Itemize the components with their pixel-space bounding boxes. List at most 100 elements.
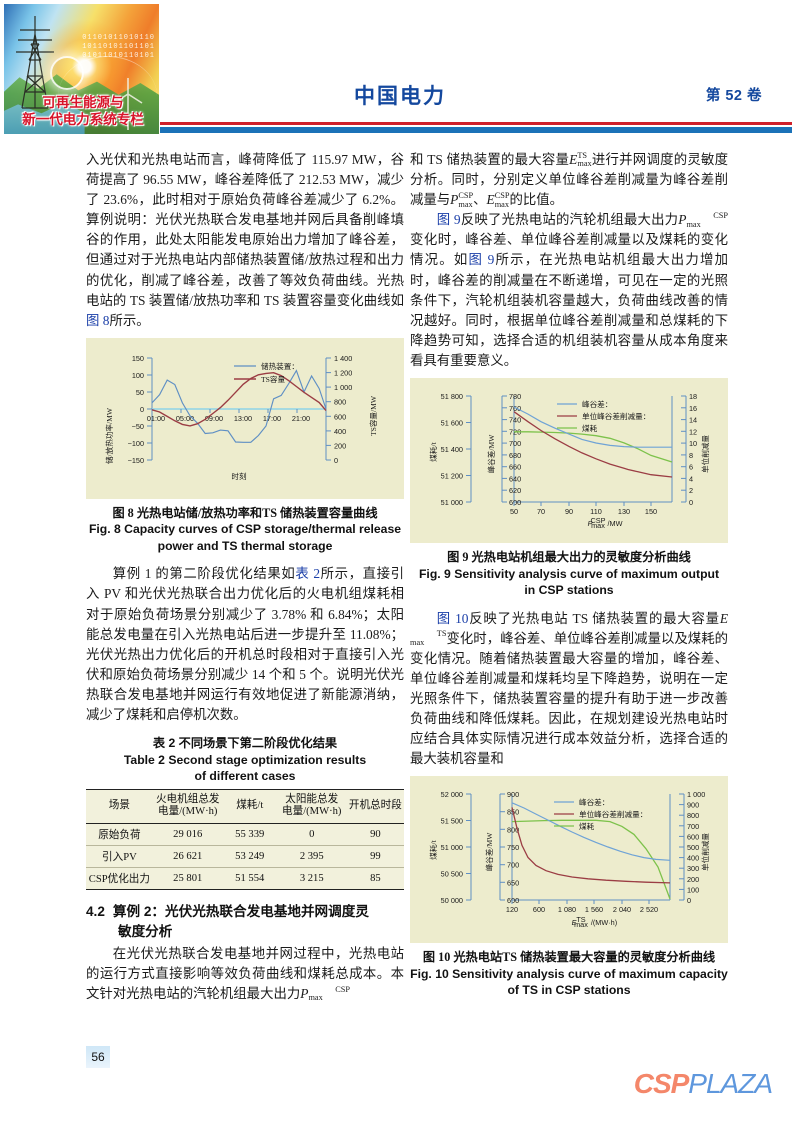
svg-text:100: 100 bbox=[132, 371, 144, 380]
svg-text:51 800: 51 800 bbox=[441, 392, 463, 401]
svg-text:/MW: /MW bbox=[608, 519, 623, 528]
svg-text:90: 90 bbox=[565, 507, 573, 516]
table-2-caption-en-l2: of different cases bbox=[194, 769, 296, 784]
svg-text:TS: TS bbox=[576, 915, 585, 924]
svg-text:TS容量: TS容量 bbox=[261, 374, 285, 384]
figure-9-reference-2[interactable]: 图 9 bbox=[468, 252, 495, 268]
svg-text:05:00: 05:00 bbox=[176, 414, 194, 423]
svg-text:200: 200 bbox=[334, 441, 346, 450]
svg-text:煤耗/t: 煤耗/t bbox=[428, 840, 438, 860]
section-number: 4.2 bbox=[86, 903, 105, 919]
svg-text:−50: −50 bbox=[132, 422, 144, 431]
svg-text:600: 600 bbox=[507, 896, 519, 905]
svg-text:800: 800 bbox=[334, 398, 346, 407]
table-row: 引入PV 26 621 53 249 2 395 99 bbox=[86, 845, 404, 868]
th-startup-periods: 开机总时段 bbox=[346, 788, 404, 824]
cell-scenario: CSP优化出力 bbox=[86, 867, 153, 890]
svg-text:单位削减量: 单位削减量 bbox=[700, 833, 710, 871]
th-thermal-generation: 火电机组总发 电量/(MW·h) bbox=[152, 788, 223, 824]
para-r1-b: 进行并网调度的灵敏度分析。同时，分别定义单位峰谷差削减量为峰谷差削减量与 bbox=[410, 152, 729, 208]
svg-text:1 000: 1 000 bbox=[687, 790, 705, 799]
banner-column-title: 可再生能源与 新一代电力系统专栏 bbox=[10, 94, 156, 128]
para1-text-b: 所示。 bbox=[109, 312, 150, 328]
para1-text-a: 入光伏和光热电站而言，峰荷降低了 115.97 MW，谷荷提高了 96.55 M… bbox=[86, 152, 404, 308]
svg-text:50: 50 bbox=[136, 388, 144, 397]
para-r1-c: 、 bbox=[473, 192, 487, 208]
figure-10-caption-en-l1: Fig. 10 Sensitivity analysis curve of ma… bbox=[410, 966, 728, 981]
svg-text:6: 6 bbox=[689, 463, 693, 472]
banner-binary-digits: 01101011010110 10110101101101 010110101101… bbox=[82, 34, 155, 60]
figure-9-caption-en-l1: Fig. 9 Sensitivity analysis curve of max… bbox=[418, 566, 720, 581]
svg-text:储热装置：: 储热装置： bbox=[261, 361, 299, 371]
cell-thermal: 29 016 bbox=[152, 823, 223, 846]
svg-text:煤耗: 煤耗 bbox=[579, 821, 595, 831]
svg-text:51 500: 51 500 bbox=[441, 817, 463, 826]
table-2-caption-en-l1: Table 2 Second stage optimization result… bbox=[123, 752, 367, 767]
table-2-caption-cn: 表 2 不同场景下第二阶段优化结果 bbox=[152, 736, 338, 751]
para-r1-d: 的比值。 bbox=[509, 192, 564, 208]
section-heading-4-2: 4.2 算例 2：光伏光热联合发电基地并网调度灵 敏度分析 bbox=[86, 902, 404, 942]
svg-text:120: 120 bbox=[506, 905, 518, 914]
svg-text:1 560: 1 560 bbox=[585, 905, 603, 914]
figure-8-reference[interactable]: 图 8 bbox=[86, 312, 110, 328]
table-2-reference[interactable]: 表 2 bbox=[295, 566, 321, 582]
para3-text: 在光伏光热联合发电基地并网过程中，光热电站的运行方式直接影响等效负荷曲线和煤耗总… bbox=[86, 945, 404, 1001]
paragraph-1: 入光伏和光热电站而言，峰荷降低了 115.97 MW，谷荷提高了 96.55 M… bbox=[86, 150, 404, 331]
figure-9-reference-1[interactable]: 图 9 bbox=[436, 212, 461, 228]
svg-text:P: P bbox=[588, 519, 593, 528]
svg-text:130: 130 bbox=[618, 507, 630, 516]
para-r2-c: 所示，在光热电站机组最大出力增加时，峰谷差的削减量在不断递增，可见在一定的光照条… bbox=[410, 252, 729, 368]
paragraph-2: 算例 1 的第二阶段优化结果如表 2所示，直接引入 PV 和光伏光热联合出力优化… bbox=[86, 564, 404, 725]
wind-turbine-icon bbox=[113, 78, 143, 130]
cspplaza-logo: CSPPLAZA bbox=[634, 1068, 773, 1100]
svg-text:800: 800 bbox=[507, 826, 519, 835]
banner-title-line2: 新一代电力系统专栏 bbox=[22, 112, 144, 127]
svg-text:700: 700 bbox=[507, 861, 519, 870]
table-2-caption: 表 2 不同场景下第二阶段优化结果 Table 2 Second stage o… bbox=[86, 735, 404, 785]
symbol-pmax-csp: P CSP max bbox=[300, 984, 350, 1003]
svg-text:70: 70 bbox=[537, 507, 545, 516]
svg-text:1 400: 1 400 bbox=[334, 354, 352, 363]
cell-scenario: 原始负荷 bbox=[86, 823, 153, 846]
svg-text:660: 660 bbox=[509, 463, 521, 472]
figure-10-caption-cn: 图 10 光热电站TS 储热装置最大容量的灵敏度分析曲线 bbox=[422, 950, 716, 965]
svg-text:52 000: 52 000 bbox=[441, 790, 463, 799]
svg-text:峰谷差：: 峰谷差： bbox=[579, 797, 609, 807]
svg-text:max: max bbox=[574, 920, 588, 929]
svg-text:0: 0 bbox=[140, 405, 144, 414]
svg-text:TS容量/MW: TS容量/MW bbox=[368, 395, 378, 436]
figure-9-caption-cn: 图 9 光热电站机组最大出力的灵敏度分析曲线 bbox=[447, 550, 691, 565]
svg-text:18: 18 bbox=[689, 392, 697, 401]
figure-8-caption-en-l1: Fig. 8 Capacity curves of CSP storage/th… bbox=[88, 522, 402, 537]
svg-text:51 000: 51 000 bbox=[441, 498, 463, 507]
cell-solar: 3 215 bbox=[276, 867, 347, 890]
svg-text:600: 600 bbox=[334, 412, 346, 421]
right-column: 和 TS 储热装置的最大容量ETS max进行并网调度的灵敏度分析。同时，分别定义… bbox=[410, 150, 728, 999]
transmission-tower-icon bbox=[16, 16, 54, 109]
figure-10-reference[interactable]: 图 10 bbox=[436, 610, 469, 626]
svg-text:50 000: 50 000 bbox=[441, 896, 463, 905]
svg-text:780: 780 bbox=[509, 392, 521, 401]
svg-text:600: 600 bbox=[533, 905, 545, 914]
svg-text:14: 14 bbox=[689, 416, 697, 425]
svg-text:1 000: 1 000 bbox=[334, 383, 352, 392]
svg-text:750: 750 bbox=[507, 843, 519, 852]
svg-text:2 040: 2 040 bbox=[613, 905, 631, 914]
svg-text:峰谷差/MW: 峰谷差/MW bbox=[486, 434, 496, 474]
para-r2-a: 反映了光热电站的汽轮机组最大出力 bbox=[460, 212, 679, 228]
figure-8-container: 150 100 50 0 −50 −100 −150 1 400 1 200 1 000… bbox=[86, 337, 404, 499]
svg-text:16: 16 bbox=[689, 404, 697, 413]
svg-text:CSP: CSP bbox=[590, 516, 605, 525]
svg-text:51 200: 51 200 bbox=[441, 472, 463, 481]
volume-label: 第 52 卷 bbox=[705, 88, 762, 104]
cell-solar: 0 bbox=[276, 823, 347, 846]
svg-text:50: 50 bbox=[510, 507, 518, 516]
svg-text:620: 620 bbox=[509, 486, 521, 495]
journal-title: 中国电力 bbox=[354, 85, 446, 108]
svg-text:900: 900 bbox=[507, 790, 519, 799]
svg-text:680: 680 bbox=[509, 451, 521, 460]
th-coal-consumption: 煤耗/t bbox=[222, 788, 277, 824]
svg-text:1 080: 1 080 bbox=[558, 905, 576, 914]
section-title-line2: 敏度分析 bbox=[118, 923, 173, 939]
